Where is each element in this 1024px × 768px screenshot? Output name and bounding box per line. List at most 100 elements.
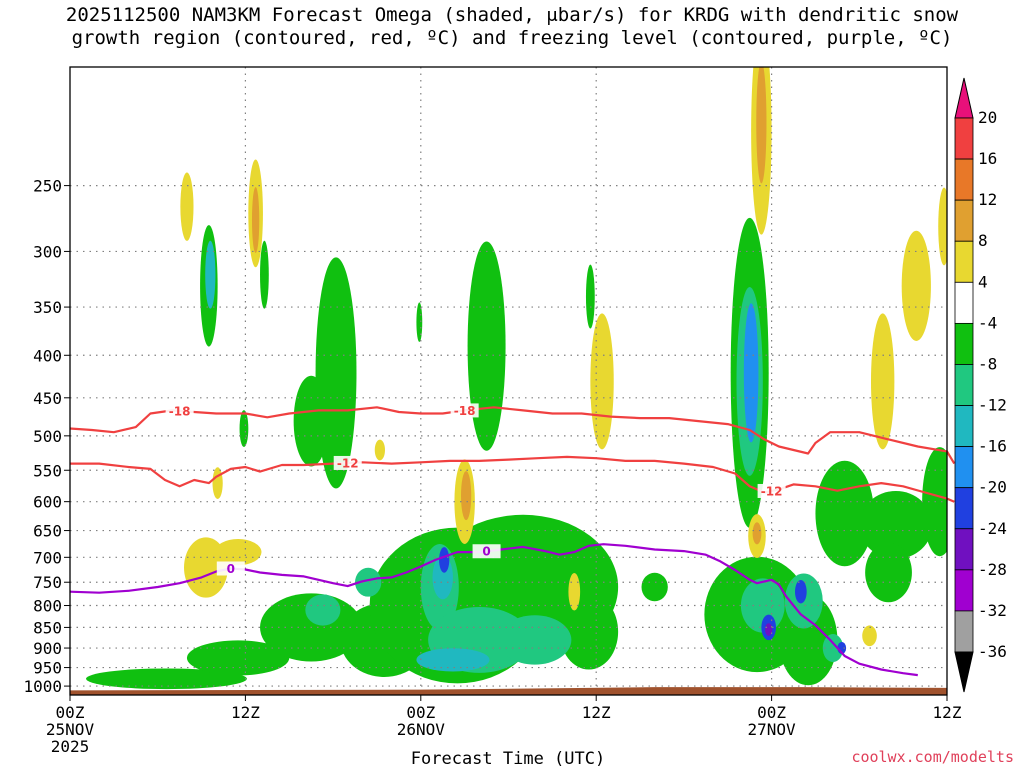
omega-region-12: [467, 241, 506, 451]
y-tick-label-600: 600: [33, 493, 62, 512]
omega-region-14: [416, 302, 423, 343]
contour-label-bg-0-0: [165, 403, 194, 418]
contour-label-0-1: -18: [454, 404, 476, 418]
y-axis-ticks: 250 300 350 400 450 500 550 600 650 700 750 800 850 9…: [23, 177, 70, 696]
omega-region-1: [186, 640, 290, 676]
x-tick-label-24: 00Z: [406, 703, 435, 722]
y-tick-label-550: 550: [33, 461, 62, 480]
x-tick-date-0: 25NOV: [46, 720, 95, 739]
x-axis-title: Forecast Time (UTC): [411, 749, 605, 768]
credit-text: coolwx.com/modelts: [851, 748, 1014, 766]
omega-region-7: [260, 240, 269, 309]
omega-region-35: [743, 303, 759, 443]
colorbar-bottom-arrow: [954, 651, 974, 693]
x-tick-label-60: 12Z: [933, 703, 962, 722]
colorbar-swatch-0: [954, 117, 974, 160]
colorbar-swatch-10: [954, 528, 974, 571]
omega-region-30: [822, 634, 844, 663]
y-tick-label-900: 900: [33, 639, 62, 658]
omega-region-34: [205, 240, 216, 309]
colorbar-label-9: -20: [978, 478, 1007, 497]
colorbar-swatch-8: [954, 446, 974, 489]
omega-region-51: [938, 187, 947, 266]
contour-label-2-0: 0: [227, 562, 235, 576]
colorbar-swatch-9: [954, 487, 974, 530]
contour-layer: -18 -18 -12 -12 0 0: [69, 403, 956, 677]
colorbar-label-12: -32: [978, 601, 1007, 620]
omega-region-21: [865, 542, 912, 603]
colorbar-swatch-2: [954, 199, 974, 242]
omega-region-8: [239, 410, 249, 447]
y-tick-label-300: 300: [33, 242, 62, 261]
omega-region-13: [585, 264, 595, 329]
x-tick-label-36: 12Z: [582, 703, 611, 722]
colorbar-label-3: 8: [978, 231, 988, 250]
contour-label-bg-1-1: [757, 483, 786, 498]
omega-region-56: [251, 187, 260, 253]
plot-border: [69, 66, 948, 696]
contour-line-1: [70, 455, 955, 503]
omega-region-58: [756, 67, 767, 184]
omega-region-38: [794, 580, 807, 604]
omega-region-5: [293, 375, 329, 467]
omega-shading: [86, 67, 947, 690]
colorbar-swatch-11: [954, 569, 974, 612]
omega-region-36: [439, 547, 450, 573]
colorbar-label-13: -36: [978, 642, 1007, 661]
y-tick-label-950: 950: [33, 659, 62, 678]
colorbar-label-11: -28: [978, 560, 1007, 579]
chart-title-line2: growth region (contoured, red, ºC) and f…: [71, 27, 953, 49]
omega-region-46: [590, 313, 614, 450]
colorbar-swatch-7: [954, 405, 974, 448]
y-tick-label-450: 450: [33, 389, 62, 408]
colorbar-top-arrow: [954, 77, 974, 119]
omega-region-54: [212, 467, 223, 499]
contour-label-bg-0-1: [450, 403, 479, 418]
contour-label-1-0: -12: [337, 456, 359, 470]
y-tick-label-400: 400: [33, 346, 62, 365]
chart-grid: [70, 67, 947, 695]
colorbar-label-10: -24: [978, 519, 1007, 538]
omega-region-59: [752, 522, 762, 545]
ground-layer: [70, 687, 947, 695]
colorbar-label-5: -4: [978, 313, 997, 332]
y-tick-label-500: 500: [33, 427, 62, 446]
omega-region-19: [859, 491, 933, 559]
x-tick-date-24: 26NOV: [397, 720, 446, 739]
colorbar-swatch-4: [954, 281, 974, 324]
contour-label-bg-1-0: [333, 455, 362, 470]
colorbar-label-2: 12: [978, 190, 997, 209]
omega-region-26: [355, 567, 382, 597]
omega-region-11: [559, 593, 619, 670]
y-tick-label-800: 800: [33, 597, 62, 616]
omega-region-55: [374, 439, 385, 461]
y-tick-label-650: 650: [33, 522, 62, 541]
x-tick-label-12: 12Z: [231, 703, 260, 722]
omega-region-50: [901, 230, 931, 341]
contour-label-bg-2-0: [216, 561, 245, 576]
contour-label-2-1: 0: [482, 545, 490, 559]
colorbar-label-4: 4: [978, 272, 988, 291]
colorbar-label-0: 20: [978, 108, 997, 127]
colorbar-swatch-12: [954, 610, 974, 653]
ground-surface: [70, 687, 947, 695]
y-tick-label-750: 750: [33, 573, 62, 592]
colorbar-label-1: 16: [978, 149, 997, 168]
omega-region-32: [416, 648, 490, 672]
chart-title-line1: 2025112500 NAM3KM Forecast Omega (shaded…: [65, 4, 959, 26]
chart-title: 2025112500 NAM3KM Forecast Omega (shaded…: [0, 4, 1024, 50]
y-tick-label-700: 700: [33, 548, 62, 567]
colorbar-label-7: -12: [978, 396, 1007, 415]
x-tick-year-0: 2025: [51, 737, 90, 756]
omega-region-53: [862, 625, 877, 647]
x-tick-label-48: 00Z: [757, 703, 786, 722]
omega-region-44: [180, 172, 194, 241]
x-tick-label-0: 00Z: [56, 703, 85, 722]
plot-frame: [69, 66, 948, 696]
colorbar-swatch-6: [954, 364, 974, 406]
colorbar-label-6: -8: [978, 354, 997, 373]
contour-label-1-1: -12: [761, 484, 783, 498]
y-tick-label-1000: 1000: [23, 677, 62, 696]
